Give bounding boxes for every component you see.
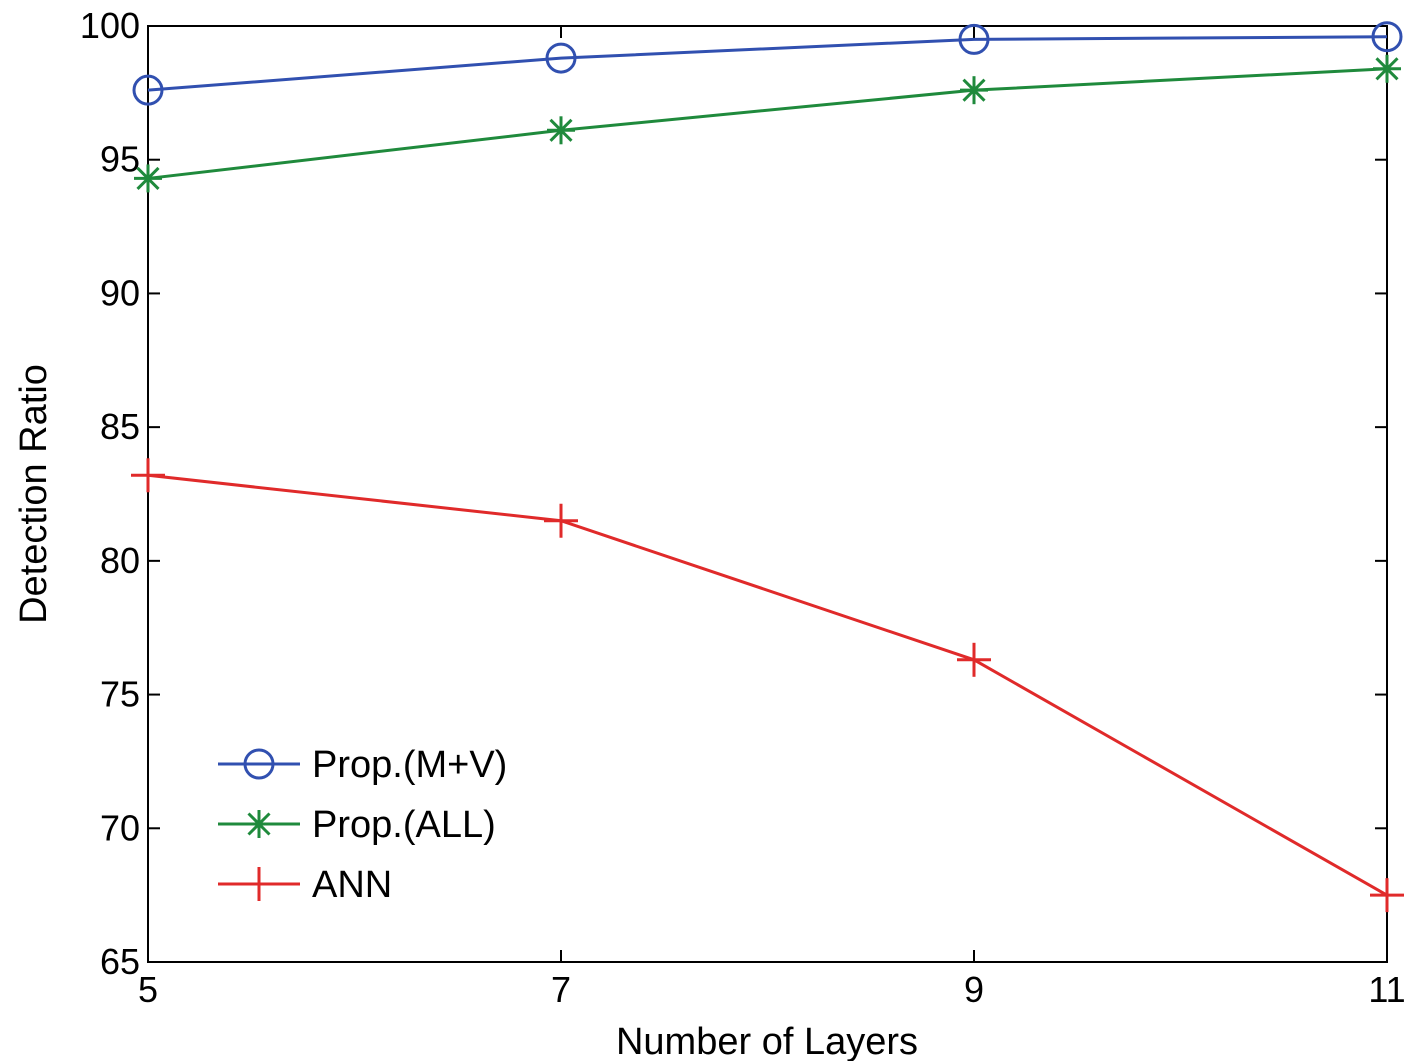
data-point-series-1 xyxy=(958,23,990,55)
x-axis: 5 7 9 11 xyxy=(138,26,1406,1010)
y-tick-label: 95 xyxy=(100,139,140,180)
y-tick-label: 100 xyxy=(80,5,140,46)
y-tick-label: 65 xyxy=(100,941,140,982)
legend: Prop.(M+V) Prop.(ALL) ANN xyxy=(218,744,507,906)
legend-label: ANN xyxy=(312,864,392,906)
y-axis: 65 70 75 80 85 90 95 100 xyxy=(80,5,1387,982)
y-tick-label: 90 xyxy=(100,272,140,313)
y-axis-title: Detection Ratio xyxy=(13,364,55,624)
series-line-1 xyxy=(147,35,1388,92)
series-line-2 xyxy=(147,67,1388,180)
data-point-series-2 xyxy=(960,76,988,105)
series-line-3 xyxy=(147,473,1388,897)
data-point-series-2 xyxy=(134,164,162,193)
data-point-series-1 xyxy=(545,42,577,74)
data-point-series-3 xyxy=(544,503,578,538)
series-layer xyxy=(131,21,1404,913)
legend-marker xyxy=(243,748,275,780)
legend-marker xyxy=(245,810,273,838)
legend-label: Prop.(ALL) xyxy=(312,804,496,846)
x-tick-label: 7 xyxy=(551,969,571,1010)
legend-marker xyxy=(242,867,276,901)
y-tick-label: 80 xyxy=(100,540,140,581)
x-tick-label: 5 xyxy=(138,969,158,1010)
data-point-series-1 xyxy=(132,74,164,106)
x-tick-label: 9 xyxy=(964,969,984,1010)
x-tick-label: 11 xyxy=(1368,969,1405,1010)
plot-area xyxy=(147,25,1388,963)
data-point-series-3 xyxy=(131,458,165,493)
data-point-series-1 xyxy=(1371,21,1403,53)
y-tick-label: 70 xyxy=(100,807,140,848)
legend-label: Prop.(M+V) xyxy=(312,744,507,786)
data-point-series-3 xyxy=(1370,878,1404,913)
data-point-series-2 xyxy=(547,116,575,145)
y-tick-label: 75 xyxy=(100,674,140,715)
data-point-series-3 xyxy=(957,642,991,677)
data-point-series-2 xyxy=(1373,54,1401,83)
x-axis-title: Number of Layers xyxy=(616,1021,918,1061)
y-tick-label: 85 xyxy=(100,406,140,447)
